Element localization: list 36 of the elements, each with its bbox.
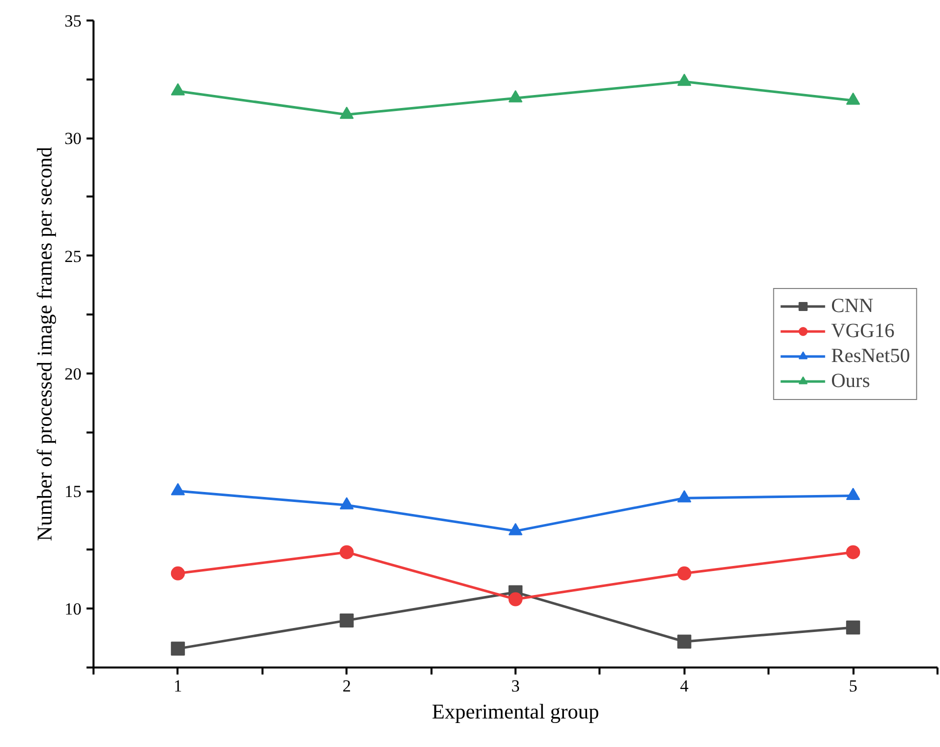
x-tick-label: 2: [342, 676, 351, 696]
point: [340, 497, 354, 510]
point: [677, 566, 692, 580]
point: [846, 488, 860, 500]
point: [170, 642, 185, 656]
y-tick-label: 15: [64, 482, 82, 502]
x-tick-label: 5: [848, 676, 858, 696]
point: [846, 545, 860, 560]
point: [508, 90, 522, 102]
point: [508, 523, 522, 536]
legend-label: Ours: [831, 370, 870, 392]
point: [846, 92, 860, 105]
point: [340, 613, 354, 628]
point: [170, 483, 185, 496]
point: [508, 592, 522, 606]
y-tick-label: 10: [64, 600, 82, 619]
x-tick-label: 3: [511, 676, 520, 696]
legend-label: CNN: [831, 294, 874, 318]
point: [340, 545, 354, 560]
point: [170, 83, 185, 96]
x-tick-label: 4: [680, 676, 690, 696]
point: [677, 490, 692, 502]
y-tick-label: 25: [64, 246, 82, 266]
y-axis-title: Number of processed image frames per second: [32, 146, 56, 542]
y-tick-label: 20: [64, 364, 82, 384]
legend-label: ResNet50: [831, 344, 910, 368]
legend-label: VGG16: [831, 320, 894, 342]
point: [170, 566, 185, 580]
y-tick-label: 35: [64, 12, 82, 30]
point: [846, 620, 860, 635]
y-tick-label: 30: [64, 129, 82, 148]
point: [677, 634, 692, 649]
x-axis-title: Experimental group: [432, 700, 600, 724]
point: [677, 74, 692, 86]
x-tick-label: 1: [174, 676, 182, 696]
point: [340, 106, 354, 119]
